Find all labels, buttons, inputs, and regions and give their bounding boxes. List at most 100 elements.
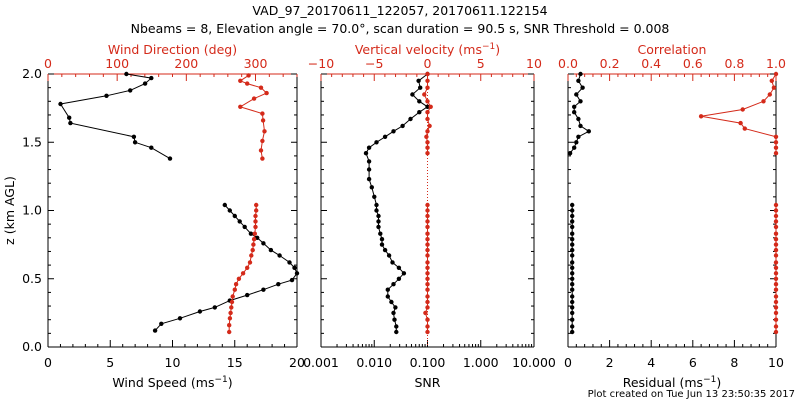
- data-point: [247, 260, 253, 265]
- data-point: [738, 120, 743, 126]
- x-tick-label-bottom: 10: [768, 355, 784, 370]
- data-point: [128, 88, 133, 93]
- data-point: [366, 167, 372, 172]
- data-point: [392, 317, 397, 322]
- data-point: [262, 129, 267, 134]
- data-point: [390, 260, 395, 265]
- data-point: [572, 110, 577, 115]
- bottom-axis-label: Residual (ms−1): [623, 375, 722, 390]
- data-point: [391, 282, 396, 287]
- data-point: [369, 185, 374, 190]
- data-point: [773, 202, 779, 208]
- data-point: [260, 111, 265, 116]
- data-point: [245, 265, 250, 270]
- data-point: [570, 224, 575, 230]
- x-tick-label-top: 0.4: [641, 56, 661, 71]
- series-red: [227, 73, 269, 335]
- data-point: [425, 129, 430, 134]
- series-red: [422, 71, 433, 335]
- series-line: [59, 73, 171, 160]
- data-point: [228, 310, 233, 316]
- data-point: [773, 219, 779, 224]
- data-point: [767, 92, 772, 97]
- data-point: [570, 287, 575, 292]
- data-point: [264, 90, 269, 96]
- x-tick-label-bottom: 0: [564, 355, 572, 370]
- data-point: [576, 116, 581, 122]
- data-point: [376, 219, 381, 224]
- data-point: [393, 305, 398, 310]
- bottom-axis-label: SNR: [415, 375, 441, 390]
- x-tick-label-bottom: 20: [289, 355, 305, 370]
- data-point: [132, 140, 138, 145]
- data-point: [236, 276, 242, 281]
- data-point: [425, 219, 430, 224]
- data-point: [425, 282, 430, 287]
- data-point: [149, 145, 154, 150]
- data-point: [425, 299, 430, 305]
- data-point: [773, 294, 779, 299]
- data-point: [238, 104, 243, 110]
- x-tick-label-bottom: 4: [647, 355, 655, 370]
- data-point: [698, 114, 704, 119]
- data-point: [366, 176, 372, 182]
- series-black: [567, 71, 591, 335]
- x-tick-label-bottom: 15: [227, 355, 243, 370]
- data-point: [394, 329, 399, 335]
- data-point: [773, 237, 779, 242]
- data-point: [773, 253, 779, 258]
- data-point: [570, 265, 575, 270]
- y-tick-label: 0.5: [22, 271, 42, 286]
- x-tick-label-top: 10: [526, 56, 542, 71]
- data-point: [425, 265, 430, 270]
- series-line: [154, 204, 298, 331]
- data-point: [232, 213, 237, 219]
- data-point: [773, 299, 779, 305]
- bottom-axis-label-unit-close: ): [228, 375, 233, 390]
- data-point: [427, 123, 432, 129]
- data-point: [425, 329, 430, 335]
- data-point: [570, 260, 575, 265]
- data-point: [425, 271, 430, 276]
- panel-wind: 0.00.51.01.52.0z (km AGL)0 5 10 15 200 100 200…: [2, 42, 305, 390]
- data-point: [227, 208, 232, 213]
- data-point: [425, 110, 430, 115]
- data-point: [289, 277, 295, 283]
- data-point: [396, 276, 402, 281]
- bottom-axis-label-unit-exp: −1: [214, 375, 227, 385]
- data-point: [417, 99, 422, 104]
- data-point: [570, 202, 575, 208]
- x-tick-label-bottom: 10.000: [512, 355, 556, 370]
- data-point: [230, 294, 235, 299]
- data-point: [376, 213, 381, 219]
- x-tick-label-top: 100: [105, 56, 129, 71]
- data-point: [425, 324, 430, 329]
- data-point: [167, 156, 173, 161]
- data-point: [773, 282, 779, 287]
- data-point: [374, 208, 379, 213]
- data-point: [261, 287, 266, 292]
- panel-snr: 0.001 0.010 0.100 1.000 10.000 −10 −5 0 5 10 SNR Ve…: [303, 42, 556, 390]
- x-tick-label-top: 0.0: [558, 56, 578, 71]
- data-point: [773, 247, 779, 253]
- data-point: [773, 224, 779, 230]
- data-point: [425, 317, 430, 322]
- data-point: [773, 324, 779, 329]
- data-point: [382, 134, 388, 139]
- data-point: [379, 242, 385, 247]
- data-point: [229, 305, 234, 310]
- data-point: [245, 81, 250, 86]
- data-point: [773, 305, 779, 310]
- data-point: [773, 231, 779, 236]
- x-tick-label-top: 0: [424, 56, 432, 71]
- data-point: [260, 138, 265, 144]
- data-point: [374, 140, 379, 145]
- x-tick-label-top: 0.8: [724, 56, 744, 71]
- top-axis-label-unit: (ms: [454, 42, 482, 57]
- data-point: [251, 96, 257, 101]
- data-point: [396, 265, 402, 270]
- data-point: [425, 116, 430, 122]
- data-point: [425, 202, 430, 208]
- data-point: [382, 247, 388, 253]
